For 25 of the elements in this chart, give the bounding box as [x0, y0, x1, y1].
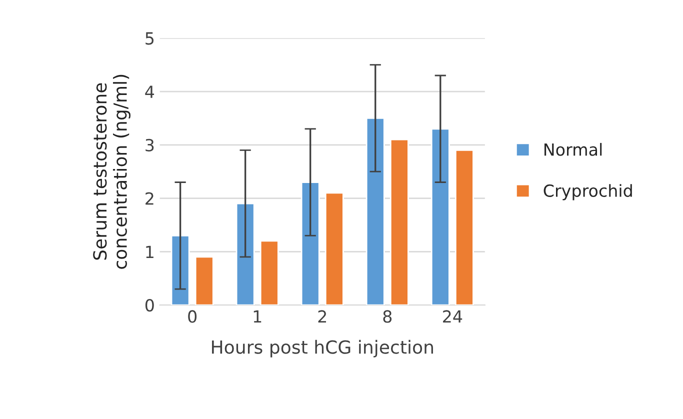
y-tick-label: 5: [146, 32, 154, 45]
y-tick-label: 3: [146, 138, 154, 152]
bar: [170, 234, 190, 306]
y-tick-label: 0: [145, 298, 154, 312]
bar: [260, 240, 279, 306]
x-tick-label: 1: [254, 310, 262, 323]
bar: [300, 182, 320, 306]
bar: [194, 256, 214, 306]
x-tick-label: 24: [443, 310, 462, 323]
x-tick-label: 0: [188, 310, 197, 323]
y-axis-title: Serum testosterone concentration (ng/ml): [93, 74, 130, 269]
x-axis-title: Hours post hCG injection: [212, 340, 433, 358]
bar: [324, 192, 344, 306]
y-tick-label: 2: [146, 192, 154, 205]
x-tick-label: 8: [383, 310, 392, 323]
x-tick-label: 2: [318, 310, 326, 323]
y-tick-label: 4: [145, 86, 154, 98]
bar: [430, 128, 450, 306]
bar: [390, 138, 409, 306]
legend-label: Normal: [544, 142, 602, 156]
bar: [366, 118, 385, 306]
bar: [454, 150, 474, 306]
legend-label: Cryprochid: [544, 184, 632, 200]
bar: [236, 202, 255, 306]
y-tick-label: 1: [146, 246, 154, 258]
